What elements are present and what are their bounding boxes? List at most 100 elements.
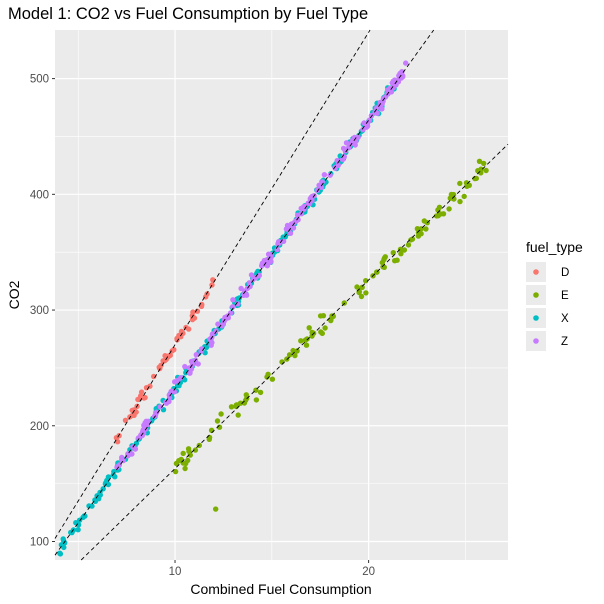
grid [55,30,508,560]
point-E [481,160,487,167]
point-E [421,218,427,224]
point-Z [209,331,216,337]
point-Z [266,260,272,266]
point-E [446,206,452,212]
point-Z [187,370,193,376]
point-Z [219,323,225,329]
y-tick-label: 300 [30,305,49,317]
y-tick-label: 200 [30,421,49,433]
point-D [189,313,195,319]
legend-key-E [533,292,539,298]
point-E [363,290,369,296]
point-Z [403,60,409,66]
point-E [363,278,369,284]
y-tick-label: 500 [30,74,49,86]
point-Z [374,110,380,117]
point-Z [351,134,358,141]
point-E [306,325,312,331]
point-E [317,313,324,319]
point-X [112,474,118,480]
point-D [209,282,215,288]
point-E [214,418,221,424]
x-tick-label: 10 [169,566,182,578]
point-Z [157,404,163,410]
point-E [208,427,215,433]
legend-key-X [533,315,539,321]
legend-key-D [533,269,539,275]
point-Z [307,200,313,207]
legend-title: fuel_type [526,239,583,255]
point-D [178,328,185,335]
point-X [75,527,81,533]
point-Z [360,126,366,133]
point-E [390,250,396,256]
legend-label-D: D [561,267,569,279]
legend-label-X: X [561,313,569,325]
point-E [381,256,387,263]
fit-line-group [54,29,509,561]
point-D [133,409,139,415]
point-X [57,551,64,557]
point-E [405,242,412,248]
point-E [257,389,264,396]
point-Z [295,212,301,218]
point-E [216,424,223,430]
point-E [414,226,421,232]
point-Z [318,184,325,191]
point-Z [250,276,256,282]
point-E [264,374,270,380]
point-X [75,522,82,528]
point-X [234,296,240,302]
point-E [192,447,199,453]
point-X [86,503,92,509]
point-E [269,376,276,382]
legend-label-Z: Z [561,336,568,348]
point-Z [193,352,199,358]
legend-key-Z [533,338,539,344]
point-E [423,226,429,232]
point-D [189,316,196,323]
point-Z [169,388,175,394]
point-E [212,506,219,512]
point-Z [388,89,395,95]
point-X [82,513,88,519]
point-Z [238,285,244,292]
fit-line-E [80,143,509,561]
point-D [141,395,147,401]
point-E [183,460,189,467]
fit-line-X/Z [54,29,435,556]
plot-panel [55,30,508,560]
point-E [294,348,300,354]
point-E [463,180,470,186]
point-E [354,284,360,290]
x-tick-label: 20 [362,566,375,578]
point-Z [144,422,151,428]
point-E [330,313,336,319]
point-E [233,403,239,410]
point-Z [195,361,201,367]
point-E [358,293,365,300]
point-E [172,468,179,475]
point-E [237,400,244,406]
point-Z [119,457,125,463]
point-Z [340,154,347,160]
point-Z [265,251,272,257]
point-E [186,448,192,455]
legend-label-E: E [561,290,569,302]
point-Z [172,379,178,385]
point-E [483,167,489,174]
point-E [401,247,408,253]
point-D [171,347,177,353]
point-E [182,465,188,472]
point-E [298,338,304,344]
point-E [253,397,260,403]
point-Z [230,297,236,303]
point-E [319,330,325,337]
point-Z [166,395,173,401]
point-Z [259,260,266,267]
point-E [218,411,224,417]
point-D [210,277,216,283]
point-E [461,193,467,200]
point-Z [230,304,236,310]
